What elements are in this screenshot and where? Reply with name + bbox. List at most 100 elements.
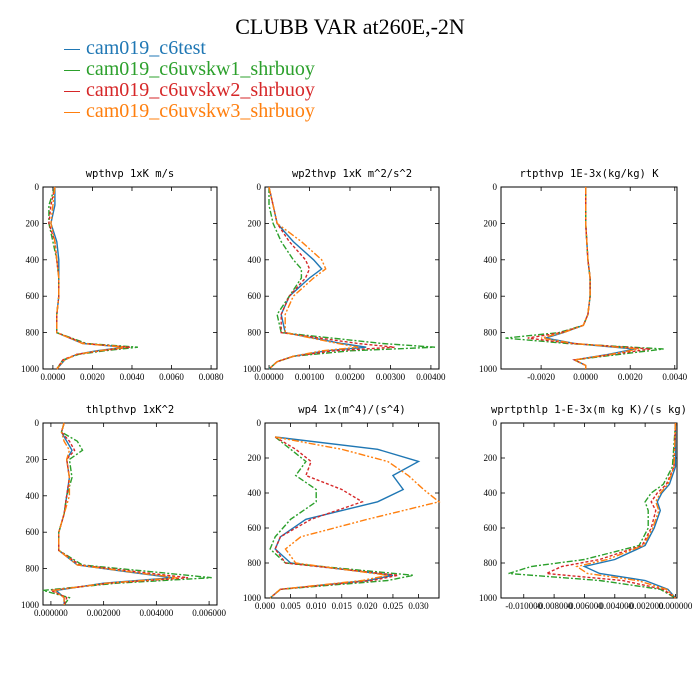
y-tick-label: 800 — [484, 558, 498, 568]
legend-swatch — [64, 90, 80, 92]
x-tick-label: 0.025 — [383, 601, 404, 611]
series-line — [582, 423, 677, 599]
y-tick-label: 400 — [484, 488, 498, 498]
y-tick-label: 200 — [248, 218, 262, 228]
x-tick-label: 0.0080 — [199, 372, 224, 382]
x-tick-label: -0.004000 — [596, 601, 633, 611]
y-tick-label: 600 — [484, 523, 498, 533]
panel-title: thlpthvp 1xK^2 — [86, 404, 175, 416]
panel-title: wpthvp 1xK m/s — [86, 168, 175, 180]
series-line — [269, 436, 399, 599]
plot-frame — [500, 422, 678, 599]
y-tick-label: 600 — [484, 291, 498, 301]
y-tick-label: 1000 — [479, 364, 498, 374]
y-tick-label: 200 — [248, 453, 262, 463]
x-tick-label: 0.000 — [255, 601, 276, 611]
chart-panel: rtpthvp 1E-3x(kg/kg) K 0 200 400 600 800 1000 -… — [479, 168, 688, 382]
series-line — [268, 186, 395, 370]
y-tick-label: 600 — [26, 527, 40, 537]
legend: cam019_c6test cam019_c6uvskw1_shrbuoy ca… — [64, 38, 315, 122]
legend-item: cam019_c6test — [64, 38, 315, 59]
x-tick-label: 0.0020 — [80, 372, 105, 382]
chart-panel: wp4 1x(m^4)/(s^4) 0 200 400 600 800 10000.000 0… — [243, 404, 441, 611]
series-line — [508, 422, 677, 599]
y-tick-label: 1000 — [21, 600, 40, 610]
x-tick-label: -0.002000 — [627, 601, 664, 611]
series-line — [268, 186, 359, 370]
x-tick-label: 0.005 — [280, 601, 301, 611]
panel-title: wprtpthlp 1-E-3x(m kg K)/(s kg) — [491, 404, 687, 416]
x-tick-label: 0.0040 — [662, 372, 687, 382]
y-tick-label: 400 — [484, 255, 498, 265]
series-line — [50, 187, 125, 370]
y-tick-label: 600 — [248, 523, 262, 533]
x-tick-label: 0.006000 — [192, 608, 226, 618]
x-tick-label: 0.0020 — [618, 372, 643, 382]
plot-frame — [264, 186, 440, 370]
series-line — [48, 186, 138, 370]
plot-frame — [42, 422, 218, 606]
x-tick-label: 0.015 — [332, 601, 353, 611]
y-tick-label: 0 — [493, 418, 498, 428]
legend-swatch — [64, 69, 80, 71]
series-line — [54, 422, 173, 605]
series-line — [505, 187, 664, 369]
y-tick-label: 200 — [484, 453, 498, 463]
y-tick-label: 600 — [248, 291, 262, 301]
series-line — [540, 187, 640, 369]
series-line — [268, 187, 436, 370]
chart-panel: wpthvp 1xK m/s 0 200 400 600 800 10000.0000 0.0… — [21, 168, 224, 382]
legend-label: cam019_c6test — [86, 37, 206, 59]
page-title: CLUBB VAR at260E,-2N — [235, 14, 465, 39]
y-tick-label: 800 — [26, 328, 40, 338]
y-tick-label: 400 — [248, 255, 262, 265]
legend-label: cam019_c6uvskw3_shrbuoy — [86, 100, 315, 122]
y-tick-label: 800 — [26, 564, 40, 574]
y-tick-label: 1000 — [21, 364, 40, 374]
x-tick-label: 0.00100 — [295, 372, 325, 382]
y-tick-label: 400 — [26, 255, 40, 265]
y-tick-label: 0 — [257, 182, 262, 192]
y-tick-label: 0 — [257, 418, 262, 428]
y-tick-label: 0 — [35, 418, 40, 428]
y-tick-label: 200 — [484, 218, 498, 228]
x-tick-label: -0.010000 — [505, 601, 542, 611]
x-tick-label: 0.000000 — [659, 601, 693, 611]
y-tick-label: 0 — [493, 182, 498, 192]
x-tick-label: -0.006000 — [566, 601, 603, 611]
plot-frame — [500, 186, 678, 370]
x-tick-label: 0.010 — [306, 601, 327, 611]
legend-item: cam019_c6uvskw2_shrbuoy — [64, 80, 315, 101]
y-tick-label: 200 — [26, 454, 40, 464]
series-line — [527, 187, 651, 369]
panel-title: wp2thvp 1xK m^2/s^2 — [292, 168, 412, 180]
y-tick-label: 1000 — [243, 364, 262, 374]
x-tick-label: 0.0040 — [120, 372, 145, 382]
y-tick-label: 0 — [35, 182, 40, 192]
legend-label: cam019_c6uvskw2_shrbuoy — [86, 79, 315, 101]
x-tick-label: 0.00300 — [376, 372, 406, 382]
chart-panel: wprtpthlp 1-E-3x(m kg K)/(s kg) 0 200 400 60… — [479, 404, 693, 611]
series-line — [269, 436, 414, 599]
y-tick-label: 1000 — [479, 593, 498, 603]
series-line — [543, 422, 677, 599]
x-tick-label: 0.0060 — [159, 372, 184, 382]
x-tick-label: 0.00200 — [335, 372, 365, 382]
series-line — [51, 422, 178, 605]
x-tick-label: 0.0000 — [41, 372, 66, 382]
legend-swatch — [64, 111, 80, 113]
y-tick-label: 800 — [248, 328, 262, 338]
x-tick-label: 0.030 — [408, 601, 429, 611]
legend-label: cam019_c6uvskw1_shrbuoy — [86, 58, 315, 80]
chart-panel: wp2thvp 1xK m^2/s^2020040060080010000.00… — [243, 168, 446, 382]
y-tick-label: 400 — [248, 488, 262, 498]
legend-item: cam019_c6uvskw1_shrbuoy — [64, 59, 315, 80]
y-tick-label: 1000 — [243, 593, 262, 603]
x-tick-label: 0.00000 — [254, 372, 284, 382]
plot-frame — [264, 422, 440, 599]
chart-panel: thlpthvp 1xK^2 0 200 400 600 800 10000.000000 0… — [21, 404, 226, 618]
x-tick-label: 0.002000 — [87, 608, 121, 618]
x-tick-label: 0.00400 — [416, 372, 446, 382]
series-line — [269, 436, 441, 599]
